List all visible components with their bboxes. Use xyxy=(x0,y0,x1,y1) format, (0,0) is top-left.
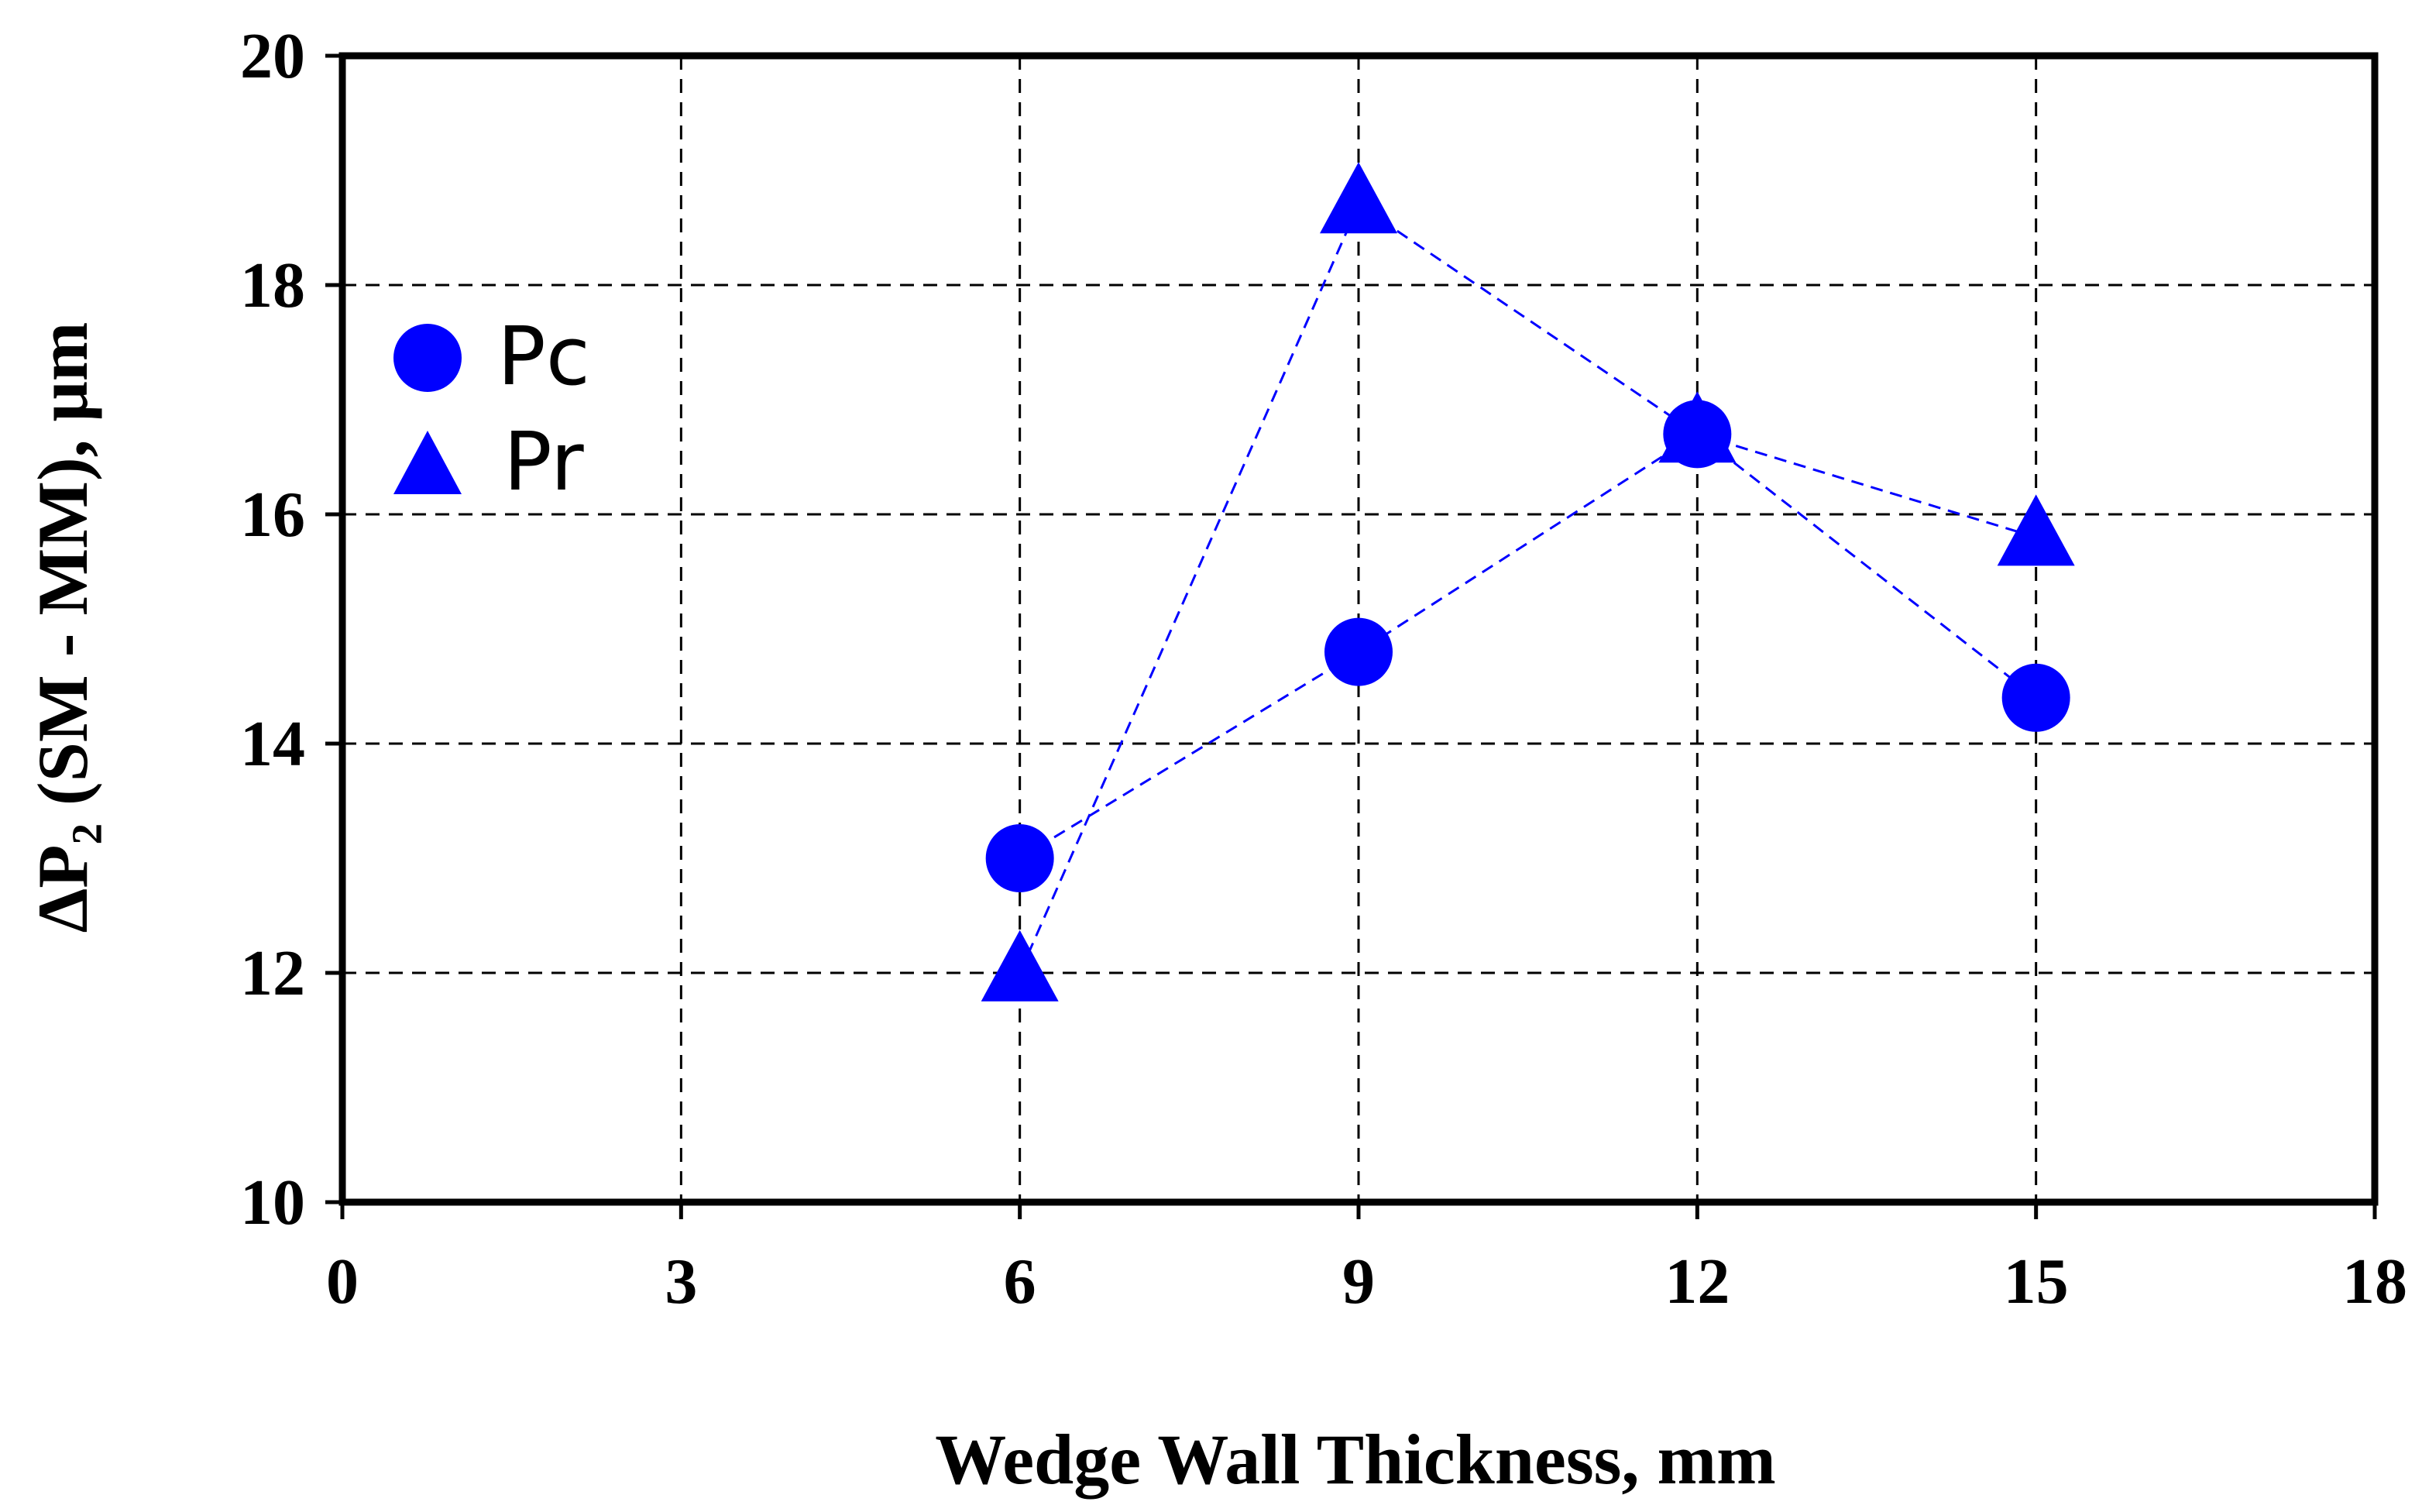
x-tick-label: 3 xyxy=(665,1246,697,1318)
tick-labels: 0 3 6 9 12 15 18 10 12 14 16 18 20 xyxy=(240,20,2407,1318)
x-tick-label: 6 xyxy=(1004,1246,1036,1318)
x-tick-label: 18 xyxy=(2342,1246,2407,1318)
x-tick-label: 9 xyxy=(1342,1246,1375,1318)
x-tick-label: 15 xyxy=(2004,1246,2069,1318)
legend-marker-pr xyxy=(393,431,462,494)
data-markers xyxy=(981,162,2075,1002)
grid xyxy=(342,56,2375,1202)
data-point-pr xyxy=(1658,391,1737,463)
x-axis-title: Wedge Wall Thickness, mm xyxy=(935,1420,1775,1499)
data-point-pc xyxy=(1324,617,1393,686)
data-point-pr xyxy=(1320,162,1397,234)
y-tick-label: 16 xyxy=(240,479,305,551)
legend-label-pc: Pc xyxy=(497,309,590,404)
y-tick-label: 10 xyxy=(240,1167,305,1239)
x-tick-label: 12 xyxy=(1664,1246,1730,1318)
y-tick-label: 14 xyxy=(240,708,305,780)
data-point-pc xyxy=(985,824,1054,892)
axes xyxy=(325,52,2379,1219)
legend: Pc Pr xyxy=(393,309,590,509)
series-lines xyxy=(1019,203,2037,974)
x-tick-label: 0 xyxy=(326,1246,359,1318)
data-point-pc xyxy=(2001,663,2070,732)
y-tick-label: 18 xyxy=(240,249,305,321)
legend-label-pr: Pr xyxy=(503,414,584,509)
data-point-pr xyxy=(981,930,1059,1002)
y-tick-label: 20 xyxy=(240,20,305,92)
y-tick-label: 12 xyxy=(240,937,305,1009)
y-axis-title: ΔP₂ (SM - MM), μm xyxy=(23,322,102,933)
data-point-pr xyxy=(1997,494,2075,566)
series-line-pc xyxy=(1019,432,2037,860)
legend-marker-pc xyxy=(393,324,462,392)
